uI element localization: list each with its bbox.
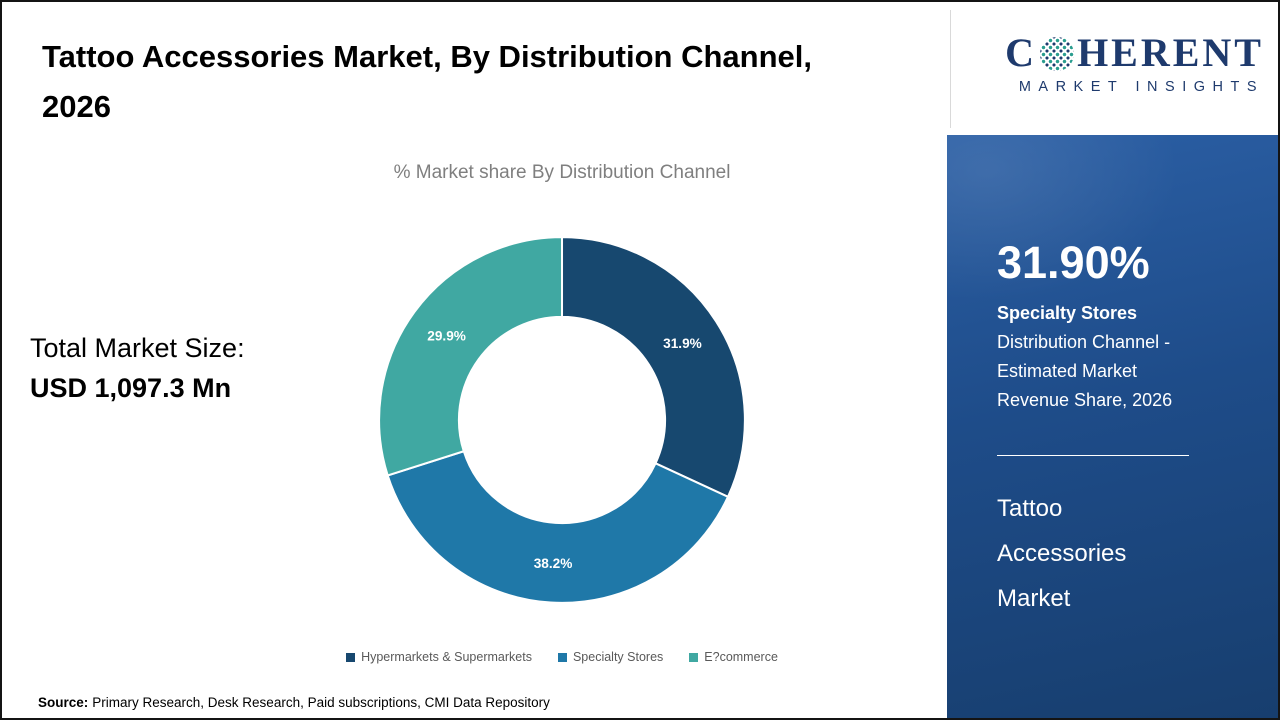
market-name-line: Accessories <box>997 540 1127 567</box>
slice-label-0: 31.9% <box>663 336 702 351</box>
chart-legend: Hypermarkets & Supermarkets Specialty St… <box>187 650 937 664</box>
logo-wordmark: C HERENT <box>1005 32 1264 74</box>
legend-label-ecommerce: E?commerce <box>704 650 778 664</box>
total-market-value: USD 1,097.3 Mn <box>30 373 232 403</box>
slice-label-2: 29.9% <box>427 329 466 344</box>
logo-area: C HERENT MARKET INSIGHTS <box>937 2 1278 135</box>
highlight-description-line: Estimated Market <box>997 361 1138 381</box>
market-name-line: Tattoo <box>997 495 1063 522</box>
legend-swatch-ecommerce <box>689 652 699 662</box>
legend-swatch-hypermarkets <box>346 652 356 662</box>
highlight-description-line: Revenue Share, 2026 <box>997 390 1173 410</box>
highlight-description-line: Distribution Channel - <box>997 332 1171 352</box>
logo-letter-c: C <box>1005 30 1038 75</box>
chart-title: % Market share By Distribution Channel <box>393 162 731 183</box>
donut-segment-2 <box>378 236 564 477</box>
page-title: Tattoo Accessories Market, By Distributi… <box>42 39 812 124</box>
legend-label-hypermarkets: Hypermarkets & Supermarkets <box>361 650 532 664</box>
total-market-label: Total Market Size: <box>30 333 245 363</box>
donut-segment-0 <box>560 236 746 499</box>
logo-separator-line <box>950 10 951 128</box>
source-text: Primary Research, Desk Research, Paid su… <box>92 695 550 710</box>
market-name-line: Market <box>997 585 1071 612</box>
market-name: Tattoo Accessories Market <box>997 486 1252 621</box>
highlight-segment-name: Specialty Stores <box>997 303 1138 323</box>
coherent-market-insights-logo: C HERENT MARKET INSIGHTS <box>1005 32 1264 96</box>
slice-label-1: 38.2% <box>534 556 573 571</box>
highlight-percentage: 31.90% <box>997 237 1150 288</box>
sidebar-divider <box>997 455 1189 456</box>
source-label: Source: <box>38 695 89 710</box>
logo-letters-herent: HERENT <box>1077 30 1264 75</box>
source-note: Source: Primary Research, Desk Research, … <box>38 695 550 710</box>
legend-item-hypermarkets: Hypermarkets & Supermarkets <box>346 650 532 664</box>
highlight-description: Distribution Channel - Estimated Market … <box>997 328 1252 415</box>
logo-subtitle: MARKET INSIGHTS <box>1018 79 1264 95</box>
donut-segment-1 <box>386 449 730 604</box>
legend-item-specialty-stores: Specialty Stores <box>557 650 664 664</box>
globe-dots-icon <box>1040 37 1075 71</box>
legend-label-specialty-stores: Specialty Stores <box>572 650 664 664</box>
donut-chart: 31.9% 38.2% 29.9% <box>378 236 746 604</box>
total-market-size: Total Market Size: USD 1,097.3 Mn <box>30 328 245 408</box>
highlight-sidebar: 31.90% Specialty Stores Distribution Cha… <box>947 135 1278 718</box>
legend-swatch-specialty-stores <box>557 652 567 662</box>
legend-item-ecommerce: E?commerce <box>689 650 778 664</box>
